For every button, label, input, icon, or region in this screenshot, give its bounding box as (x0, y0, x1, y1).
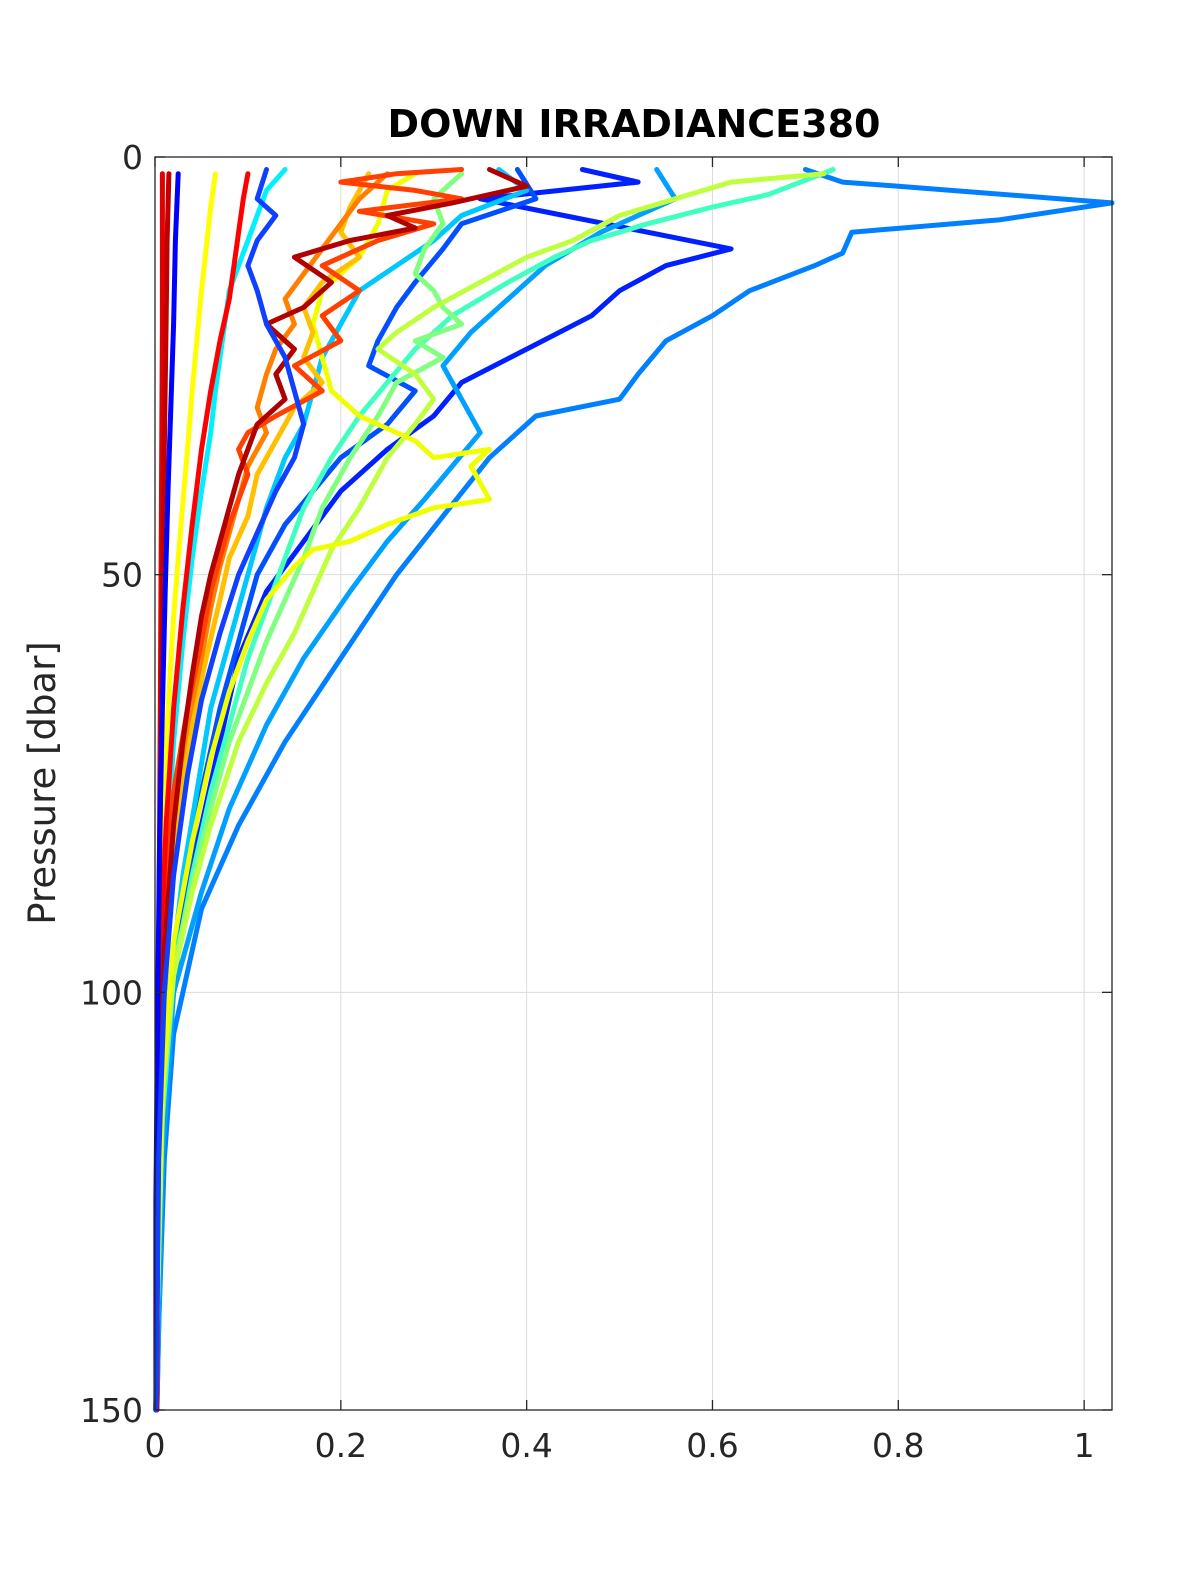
x-tick-label: 0 (145, 1426, 166, 1465)
x-tick-label: 0.4 (500, 1426, 552, 1465)
series-line-15 (153, 171, 251, 1413)
x-tick-label: 0.8 (872, 1426, 924, 1465)
x-tick-label: 0.2 (315, 1426, 367, 1465)
series-line-9 (153, 171, 827, 1413)
y-tick-label: 50 (101, 556, 143, 595)
series-line-1 (154, 167, 1115, 1413)
chart-title: DOWN IRRADIANCE380 (388, 102, 881, 146)
series-line-12 (153, 171, 372, 1413)
x-tick-label: 1 (1074, 1426, 1095, 1465)
plot-frame (154, 156, 1113, 1411)
series-line-10 (153, 171, 492, 1413)
y-tick-label: 100 (80, 973, 143, 1012)
grid-lines (155, 157, 1112, 1410)
series-line-4 (154, 167, 678, 1413)
y-tick-label: 150 (80, 1391, 143, 1430)
series-lines (153, 167, 1115, 1413)
y-axis-label: Pressure [dbar] (21, 641, 64, 924)
series-line-19 (153, 171, 181, 1413)
y-tick-label: 0 (122, 138, 143, 177)
axis-ticks: 0 0.2 0.4 0.6 0.8 1 0 50 100 150 (80, 138, 1112, 1465)
series-line-13 (153, 171, 390, 1413)
series-line-18 (153, 167, 530, 1413)
series-line-20 (153, 167, 307, 1413)
x-tick-label: 0.6 (686, 1426, 738, 1465)
